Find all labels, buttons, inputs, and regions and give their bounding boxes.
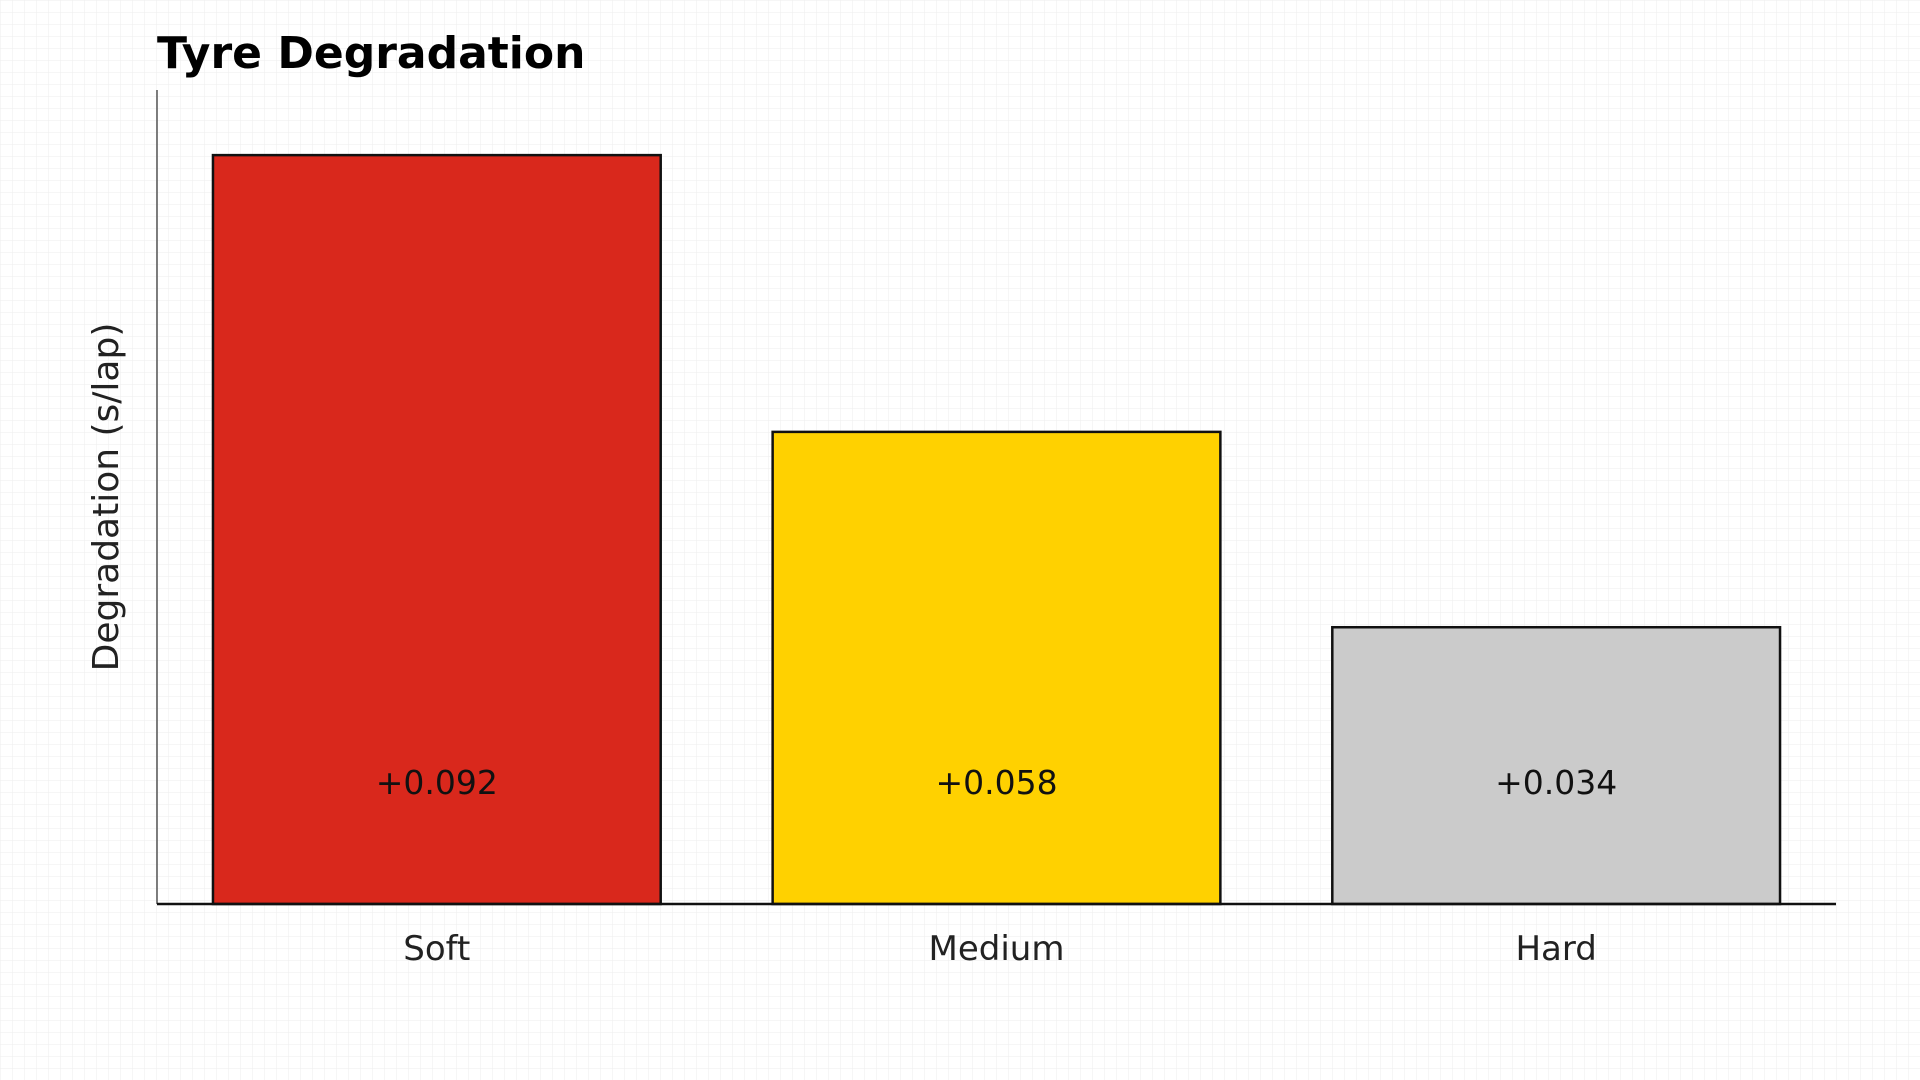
data-label-medium: +0.058 — [935, 763, 1057, 802]
data-labels-group: +0.092 +0.058 +0.034 — [376, 763, 1617, 802]
bar-hard — [1331, 625, 1782, 906]
chart-title: Tyre Degradation — [157, 28, 585, 79]
data-label-soft: +0.092 — [376, 763, 498, 802]
bar-medium — [771, 430, 1222, 906]
data-label-hard: +0.034 — [1495, 763, 1617, 802]
bar-soft — [211, 153, 662, 906]
x-tick-label-medium: Medium — [929, 929, 1065, 969]
x-tick-label-soft: Soft — [403, 929, 470, 969]
x-tick-label-hard: Hard — [1515, 929, 1596, 969]
y-axis-label: Degradation (s/lap) — [86, 323, 127, 672]
x-tick-labels: Soft Medium Hard — [403, 929, 1597, 969]
